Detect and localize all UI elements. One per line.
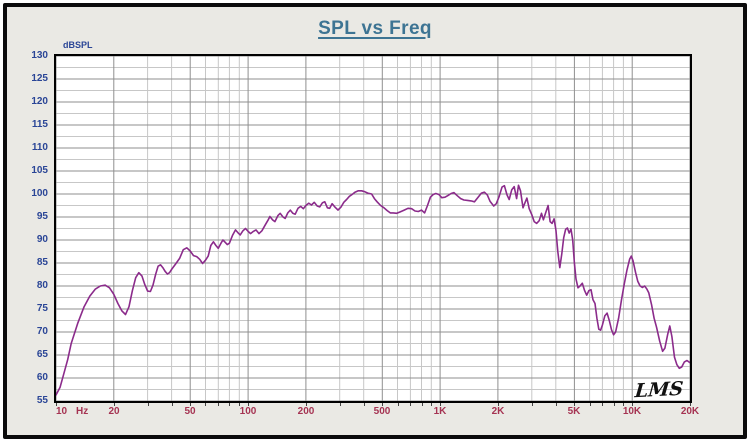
y-axis-tick-label: 55 [36,395,48,406]
grid-and-curve-layer [56,56,690,401]
y-axis-tick-label: 105 [31,165,48,176]
x-axis-tick-mark [498,403,499,406]
y-axis-tick-label: 115 [31,119,48,130]
y-axis-tick-label: 70 [36,326,48,337]
x-axis-tick-label: 10K [622,406,642,417]
x-axis-tick-labels: 10 20 50 100 200 500 1K 2K 5K 10K 20K [56,406,716,420]
x-axis-tick-label: 1K [433,406,447,417]
x-axis-tick-mark [410,403,411,406]
x-axis-tick-mark [431,403,432,406]
x-axis-tick-mark [306,403,307,406]
y-axis-tick-label: 120 [31,96,48,107]
lms-logo: LMS [633,377,685,403]
y-axis-tick-label: 100 [31,188,48,199]
x-axis-tick-mark [172,403,173,406]
x-axis-tick-mark [56,403,57,406]
x-axis-tick-mark [114,403,115,406]
x-axis-tick-mark [590,403,591,406]
y-axis-tick-label: 65 [36,349,48,360]
x-axis-tick-mark [148,403,149,406]
y-axis-tick-labels: 130 125 120 115 110 105 100 95 90 85 80 75 70 65 60 55 [7,50,52,406]
x-axis-tick-mark [623,403,624,406]
spl-curve [56,184,690,396]
y-axis-tick-label: 95 [36,211,48,222]
x-axis-tick-label: 10 [56,406,68,417]
y-axis-tick-label: 130 [31,50,48,61]
x-axis-tick-mark [398,403,399,406]
x-axis-tick-label: 2K [491,406,505,417]
x-axis-tick-mark [422,403,423,406]
x-axis-tick-mark [440,403,441,406]
x-axis-tick-mark [218,403,219,406]
x-axis-tick-mark [614,403,615,406]
x-axis-tick-label: 20 [108,406,120,417]
x-axis-tick-mark [364,403,365,406]
y-axis-unit-label: dBSPL [63,40,93,50]
y-axis-tick-label: 125 [31,73,48,84]
chart-panel: SPL vs Freq dBSPL LMS 130 125 120 115 110 105… [3,3,747,439]
y-axis-tick-label: 80 [36,280,48,291]
x-axis-tick-mark [340,403,341,406]
y-axis-tick-label: 85 [36,257,48,268]
x-axis-tick-mark [190,403,191,406]
x-axis-tick-mark [632,403,633,406]
chart-title: SPL vs Freq [318,18,432,39]
x-axis-tick-label: 50 [184,406,196,417]
x-axis-tick-mark [229,403,230,406]
y-axis-tick-label: 110 [31,142,48,153]
y-axis-tick-label: 75 [36,303,48,314]
x-axis-tick-mark [248,403,249,406]
x-axis-tick-mark [556,403,557,406]
plot-area: LMS [54,54,692,403]
x-axis-tick-mark [382,403,383,406]
x-axis-tick-mark [574,403,575,406]
y-axis-tick-label: 60 [36,372,48,383]
x-axis-tick-mark [690,403,691,406]
x-axis-tick-label: 20K [680,406,700,417]
x-axis-tick-label: 100 [239,406,257,417]
x-axis-tick-mark [532,403,533,406]
x-axis-tick-label: 200 [297,406,315,417]
x-axis-tick-label: 5K [567,406,581,417]
x-axis-tick-mark [239,403,240,406]
y-axis-tick-label: 90 [36,234,48,245]
x-axis-unit-label: Hz [76,406,89,417]
x-axis-tick-mark [602,403,603,406]
x-axis-tick-label: 500 [373,406,391,417]
x-axis-tick-mark [205,403,206,406]
